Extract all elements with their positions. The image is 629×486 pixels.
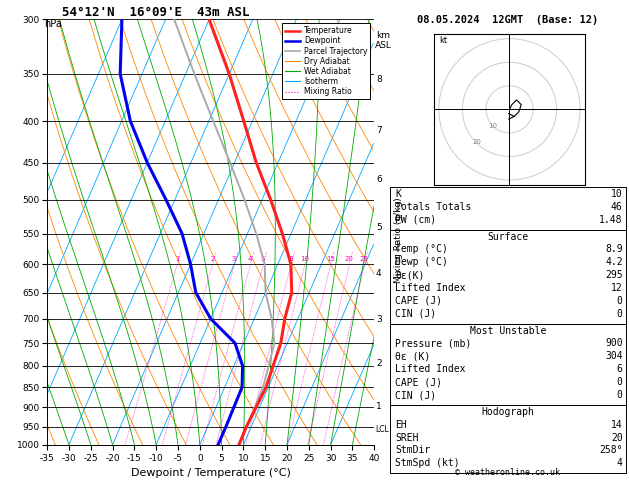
Text: 8: 8 <box>376 75 382 85</box>
Text: 304: 304 <box>605 351 623 362</box>
Text: Temp (°C): Temp (°C) <box>395 244 448 255</box>
Text: 08.05.2024  12GMT  (Base: 12): 08.05.2024 12GMT (Base: 12) <box>417 15 599 25</box>
Text: CIN (J): CIN (J) <box>395 309 436 319</box>
Text: 2: 2 <box>376 359 382 368</box>
Text: 1.48: 1.48 <box>599 215 623 225</box>
Text: θε (K): θε (K) <box>395 351 430 362</box>
Text: 0: 0 <box>617 296 623 306</box>
Text: StmDir: StmDir <box>395 446 430 455</box>
Text: Dewp (°C): Dewp (°C) <box>395 258 448 267</box>
Text: 4: 4 <box>248 256 252 261</box>
Text: 10: 10 <box>489 123 498 129</box>
Text: CAPE (J): CAPE (J) <box>395 377 442 387</box>
Text: 12: 12 <box>611 283 623 293</box>
Text: 6: 6 <box>376 175 382 184</box>
Text: 3: 3 <box>232 256 237 261</box>
Text: 5: 5 <box>261 256 265 261</box>
Text: K: K <box>395 189 401 199</box>
Legend: Temperature, Dewpoint, Parcel Trajectory, Dry Adiabat, Wet Adiabat, Isotherm, Mi: Temperature, Dewpoint, Parcel Trajectory… <box>282 23 370 99</box>
Text: CIN (J): CIN (J) <box>395 390 436 400</box>
Text: 54°12'N  16°09'E  43m ASL: 54°12'N 16°09'E 43m ASL <box>47 6 250 19</box>
Text: 4: 4 <box>617 458 623 469</box>
Text: 0: 0 <box>617 309 623 319</box>
Text: LCL: LCL <box>376 425 389 434</box>
Text: 900: 900 <box>605 339 623 348</box>
Text: 5: 5 <box>376 223 382 232</box>
Text: SREH: SREH <box>395 433 418 443</box>
Text: 0: 0 <box>617 377 623 387</box>
Text: 2: 2 <box>210 256 214 261</box>
Text: Surface: Surface <box>487 232 528 242</box>
Text: 14: 14 <box>611 420 623 430</box>
Text: 10: 10 <box>300 256 309 261</box>
Text: Hodograph: Hodograph <box>481 407 535 417</box>
Text: 7: 7 <box>376 126 382 135</box>
Text: 20: 20 <box>472 139 481 145</box>
Text: 20: 20 <box>611 433 623 443</box>
Text: CAPE (J): CAPE (J) <box>395 296 442 306</box>
Text: 15: 15 <box>326 256 335 261</box>
Text: 1: 1 <box>376 402 382 412</box>
Text: PW (cm): PW (cm) <box>395 215 436 225</box>
Text: 10: 10 <box>611 189 623 199</box>
Text: © weatheronline.co.uk: © weatheronline.co.uk <box>455 468 560 477</box>
Text: StmSpd (kt): StmSpd (kt) <box>395 458 460 469</box>
Text: hPa: hPa <box>44 19 62 30</box>
Text: 8.9: 8.9 <box>605 244 623 255</box>
Text: 295: 295 <box>605 270 623 280</box>
Text: Most Unstable: Most Unstable <box>470 326 546 336</box>
Text: 25: 25 <box>360 256 369 261</box>
Text: Mixing Ratio (g/kg): Mixing Ratio (g/kg) <box>394 197 403 283</box>
Text: Lifted Index: Lifted Index <box>395 364 465 374</box>
Text: kt: kt <box>439 36 447 45</box>
Text: 6: 6 <box>617 364 623 374</box>
Text: 1: 1 <box>175 256 179 261</box>
Text: 3: 3 <box>376 315 382 324</box>
Text: θε(K): θε(K) <box>395 270 425 280</box>
Text: 4.2: 4.2 <box>605 258 623 267</box>
Text: 46: 46 <box>611 202 623 212</box>
Text: 0: 0 <box>617 390 623 400</box>
X-axis label: Dewpoint / Temperature (°C): Dewpoint / Temperature (°C) <box>131 468 291 478</box>
Text: Pressure (mb): Pressure (mb) <box>395 339 471 348</box>
Text: EH: EH <box>395 420 407 430</box>
Text: 20: 20 <box>345 256 353 261</box>
Text: Lifted Index: Lifted Index <box>395 283 465 293</box>
Text: km
ASL: km ASL <box>374 31 391 51</box>
Text: 4: 4 <box>376 269 382 278</box>
Text: 8: 8 <box>289 256 293 261</box>
Text: 258°: 258° <box>599 446 623 455</box>
Text: Totals Totals: Totals Totals <box>395 202 471 212</box>
